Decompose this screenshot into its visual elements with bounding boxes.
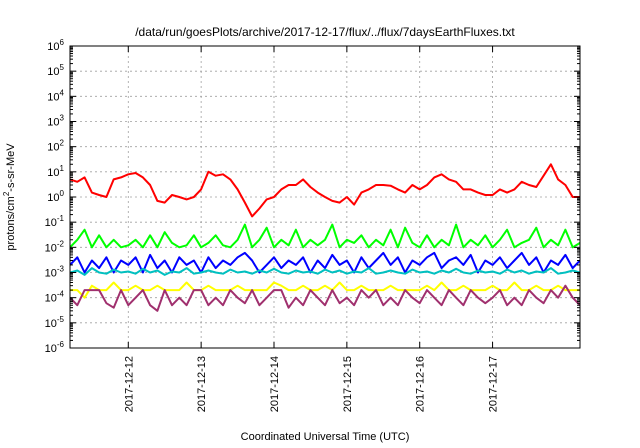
y-tick-base: 10 <box>47 117 59 129</box>
x-tick-label: 2017-12-13 <box>196 356 208 412</box>
y-tick-base: 10 <box>45 268 57 280</box>
series-line-1 <box>70 163 580 218</box>
y-tick-label: 10-5 <box>45 315 65 330</box>
x-tick-label: 2017-12-12 <box>123 356 135 412</box>
y-tick-exp: 6 <box>60 38 65 47</box>
y-tick-base: 10 <box>47 91 59 103</box>
y-tick-label: 104 <box>47 88 64 103</box>
y-tick-exp: 2 <box>60 139 65 148</box>
y-tick-base: 10 <box>45 318 57 330</box>
y-tick-exp: 1 <box>60 164 65 173</box>
y-tick-exp: -2 <box>57 239 65 248</box>
y-label-part2: -s-sr-MeV <box>5 143 17 192</box>
series-line-2 <box>70 223 580 249</box>
y-tick-exp: 4 <box>60 88 65 97</box>
y-tick-label: 102 <box>47 139 64 154</box>
y-tick-base: 10 <box>45 343 57 355</box>
series-line-6 <box>70 284 580 312</box>
y-tick-label: 101 <box>47 164 64 179</box>
y-tick-base: 10 <box>47 41 59 53</box>
chart-title: /data/run/goesPlots/archive/2017-12-17/f… <box>135 25 515 39</box>
y-tick-base: 10 <box>45 242 57 254</box>
x-tick-label: 2017-12-17 <box>488 356 500 412</box>
y-tick-label: 103 <box>47 114 64 129</box>
y-tick-base: 10 <box>47 167 59 179</box>
y-axis-label: protons/cm2-s-sr-MeV <box>2 143 17 251</box>
x-tick-label: 2017-12-15 <box>342 356 354 412</box>
y-tick-label: 10-1 <box>45 214 65 229</box>
series-line-4 <box>70 267 580 276</box>
y-tick-label: 10-6 <box>45 340 65 355</box>
series-layer <box>70 163 580 312</box>
y-tick-exp: -6 <box>57 340 65 349</box>
x-tick-label: 2017-12-16 <box>415 356 427 412</box>
x-tick-label: 2017-12-14 <box>269 356 281 412</box>
y-label-sup: 2 <box>2 191 11 196</box>
y-tick-label: 10-3 <box>45 265 65 280</box>
y-tick-label: 106 <box>47 38 64 53</box>
y-tick-label: 100 <box>47 189 64 204</box>
y-tick-exp: -3 <box>57 265 65 274</box>
y-tick-exp: 0 <box>60 189 65 198</box>
y-tick-exp: -1 <box>57 214 65 223</box>
y-tick-base: 10 <box>47 142 59 154</box>
series-line-3 <box>70 251 580 274</box>
y-tick-label: 10-4 <box>45 290 65 305</box>
y-tick-exp: 3 <box>60 114 65 123</box>
y-tick-label: 10-2 <box>45 239 65 254</box>
y-tick-base: 10 <box>45 293 57 305</box>
y-tick-base: 10 <box>45 217 57 229</box>
y-tick-exp: -5 <box>57 315 65 324</box>
y-label-part1: protons/cm <box>5 196 17 250</box>
y-tick-exp: 5 <box>60 63 65 72</box>
series-line-5 <box>70 281 580 299</box>
y-tick-label: 105 <box>47 63 64 78</box>
x-axis-label: Coordinated Universal Time (UTC) <box>241 431 410 443</box>
y-tick-exp: -4 <box>57 290 65 299</box>
y-tick-base: 10 <box>47 192 59 204</box>
x-axis-ticks: 2017-12-12 2017-12-13 2017-12-14 2017-12-15… <box>123 46 500 412</box>
y-tick-base: 10 <box>47 66 59 78</box>
y-axis-ticks: 10610510410310210110010-110-210-310-410-… <box>45 38 580 355</box>
